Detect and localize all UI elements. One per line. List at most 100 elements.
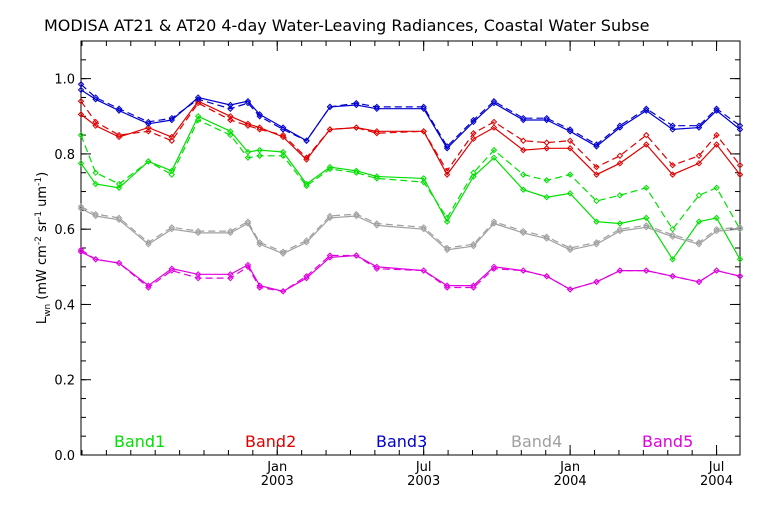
data-point [145,124,152,131]
data-point [194,274,202,282]
y-label-exp1: -2 [34,236,44,245]
data-point [279,248,287,255]
data-point [713,184,720,191]
data-point [695,218,703,225]
data-point [353,99,360,107]
data-point [443,171,451,178]
data-point [92,94,99,101]
data-point [373,265,381,272]
data-point [736,171,744,178]
y-tick-label: 0.6 [54,223,75,238]
data-point [77,81,85,88]
data-point [279,131,287,139]
legend-band2: Band2 [245,432,296,451]
legend-band3: Band3 [376,432,427,451]
data-point [566,171,574,178]
data-point [194,99,202,107]
data-point [520,114,527,122]
data-point [115,214,123,222]
data-point [543,139,550,146]
data-point [643,141,650,148]
y-tick-label: 0.2 [54,374,75,389]
data-point [244,120,252,128]
data-point [279,148,287,156]
x-tick-year: 2004 [700,474,733,489]
y-label-exp3: -1 [34,177,44,186]
data-point [543,177,550,184]
x-tick-month: Jan [266,460,287,475]
data-point [256,152,263,159]
data-point [145,284,152,291]
data-point [616,152,624,159]
data-point [115,131,123,139]
data-point [566,145,574,152]
data-point [695,239,703,246]
series-line [80,115,741,261]
data-point [643,184,650,191]
data-point [420,267,427,274]
data-point [713,131,720,139]
data-point [227,105,234,112]
data-point [443,167,451,175]
data-point [227,271,234,278]
data-point [695,278,703,286]
x-tick-month: Jan [559,460,580,475]
data-point [490,154,498,161]
series-band3-solid [77,86,744,152]
data-point [470,169,477,176]
data-point [168,171,176,178]
data-point [520,137,527,144]
data-point [227,128,234,135]
data-point [695,160,703,167]
data-point [616,192,624,199]
data-point [77,98,85,105]
data-point [77,86,85,94]
data-point [256,239,263,246]
data-point [303,154,310,161]
data-point [643,267,650,274]
data-point [303,182,310,190]
data-point [520,227,527,235]
y-axis: 0.0 0.2 0.4 0.6 0.8 1.0 [54,40,740,464]
data-point [443,143,451,150]
data-point [326,103,334,111]
data-point [520,267,527,274]
data-point [373,175,381,182]
series-line [80,83,741,148]
data-point [713,141,720,148]
data-point [168,137,176,144]
data-point [303,137,310,144]
data-point [279,152,287,159]
y-label-main: L [35,316,50,324]
data-point [543,273,550,280]
data-point [566,137,574,144]
data-point [420,224,427,231]
data-point [92,169,99,176]
data-point [593,171,600,178]
data-point [643,131,650,139]
svg-text:Lwn (mW cm-2 sr-1 um-1): Lwn (mW cm-2 sr-1 um-1) [34,172,53,324]
data-point [616,160,624,167]
data-point [470,282,477,289]
data-point [643,222,650,229]
data-point [353,210,360,218]
data-point [616,267,624,274]
series-line [80,251,741,292]
data-point [490,98,498,105]
data-point [227,227,234,235]
y-label-end: ) [35,172,50,177]
data-point [490,118,498,126]
data-point [543,193,550,201]
data-point [168,267,176,274]
data-point [256,126,263,133]
series-band5-solid [77,248,744,295]
data-point [92,122,99,129]
x-tick-year: 2003 [407,474,440,489]
data-point [470,135,477,143]
data-point [736,256,744,263]
data-point [520,171,527,178]
y-tick-label: 1.0 [54,73,75,88]
data-point [520,186,527,193]
data-point [227,131,234,139]
